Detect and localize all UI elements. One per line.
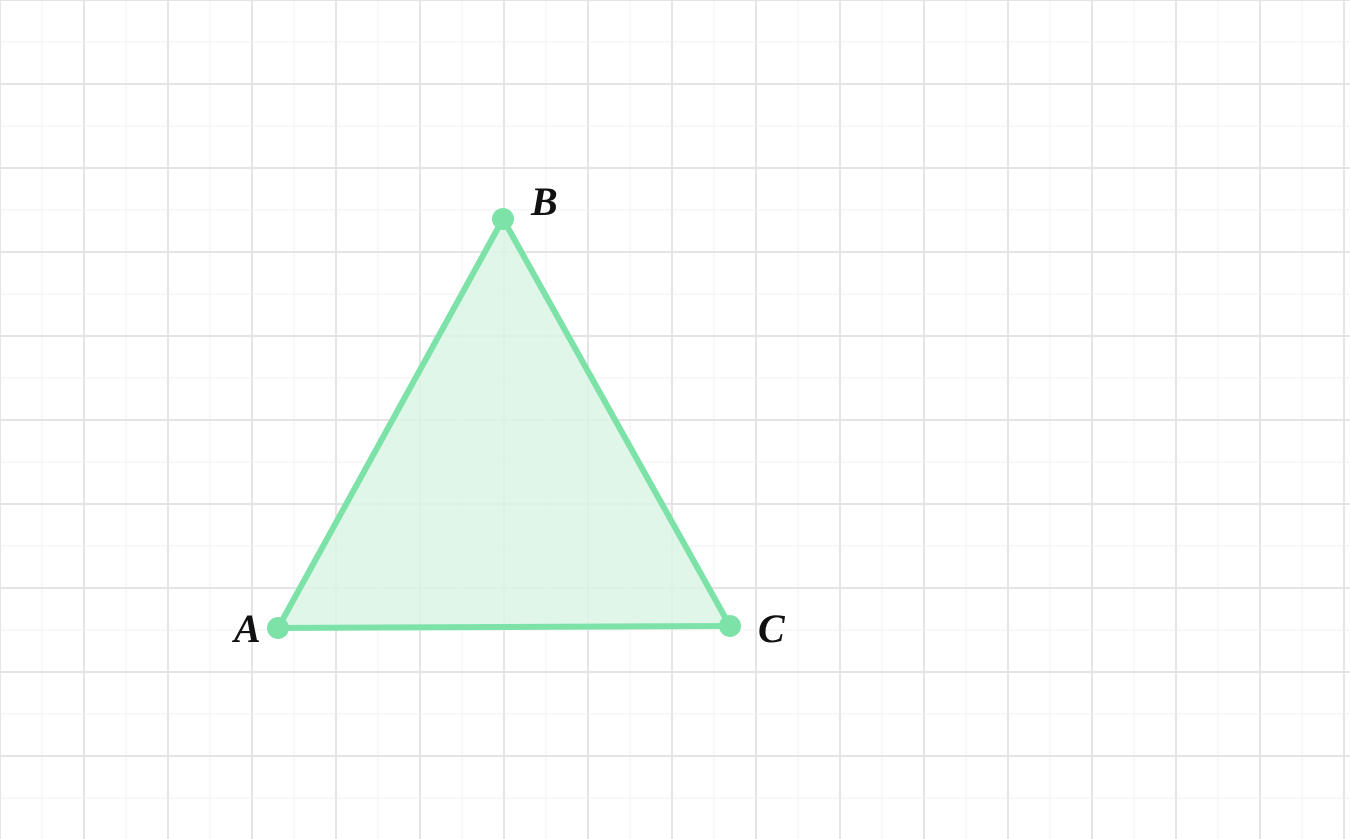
vertex-b[interactable] bbox=[492, 208, 514, 230]
geometry-canvas: A B C bbox=[0, 0, 1350, 839]
vertex-label-c: C bbox=[758, 606, 786, 651]
vertex-c[interactable] bbox=[719, 615, 741, 637]
vertex-label-b: B bbox=[530, 179, 558, 224]
vertex-a[interactable] bbox=[267, 617, 289, 639]
vertex-label-a: A bbox=[231, 606, 261, 651]
